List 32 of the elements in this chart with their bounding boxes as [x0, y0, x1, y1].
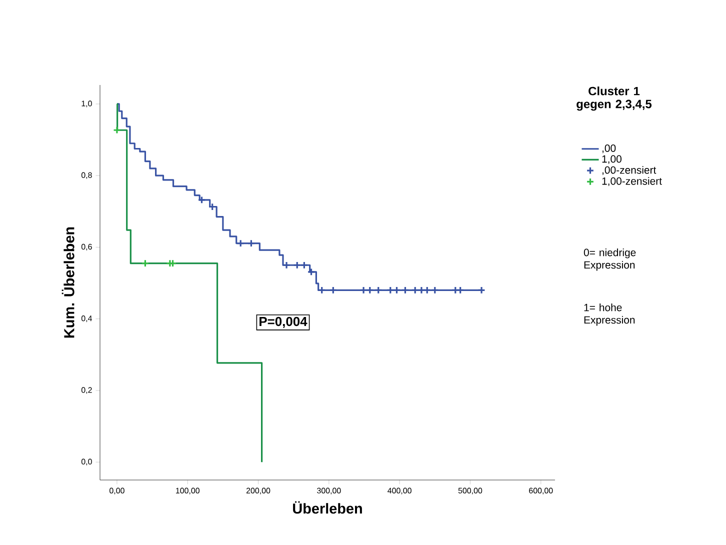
legend-title: Cluster 1 gegen 2,3,4,5 [576, 86, 652, 111]
point [451, 286, 460, 294]
point [374, 286, 382, 294]
point [300, 261, 308, 270]
point [293, 261, 302, 270]
legend-label: 1,00 [602, 155, 622, 164]
point [112, 126, 121, 134]
x-axis-title: Überleben [293, 501, 362, 514]
point [386, 286, 394, 294]
point [282, 261, 291, 270]
legend-label: 1,00-zensiert [602, 177, 662, 186]
point [456, 286, 464, 294]
point [401, 286, 410, 294]
legend-label: ,00-zensiert [602, 166, 656, 175]
point [360, 286, 368, 294]
legend-label: ,00 [602, 144, 616, 154]
point [411, 286, 420, 294]
point [417, 286, 426, 294]
point [141, 259, 150, 268]
point [307, 268, 316, 276]
text: 1= hohe Expression [584, 304, 635, 326]
point [366, 286, 374, 294]
text: 0= niedrige Expression [584, 248, 636, 271]
point [329, 286, 338, 294]
point [423, 286, 432, 294]
point [236, 239, 245, 248]
point [247, 239, 256, 248]
point [392, 286, 401, 294]
y-axis-title: Kum. Überleben [62, 227, 74, 338]
point [430, 286, 439, 294]
point [198, 196, 206, 204]
annotation: P=0,004 [260, 316, 308, 328]
